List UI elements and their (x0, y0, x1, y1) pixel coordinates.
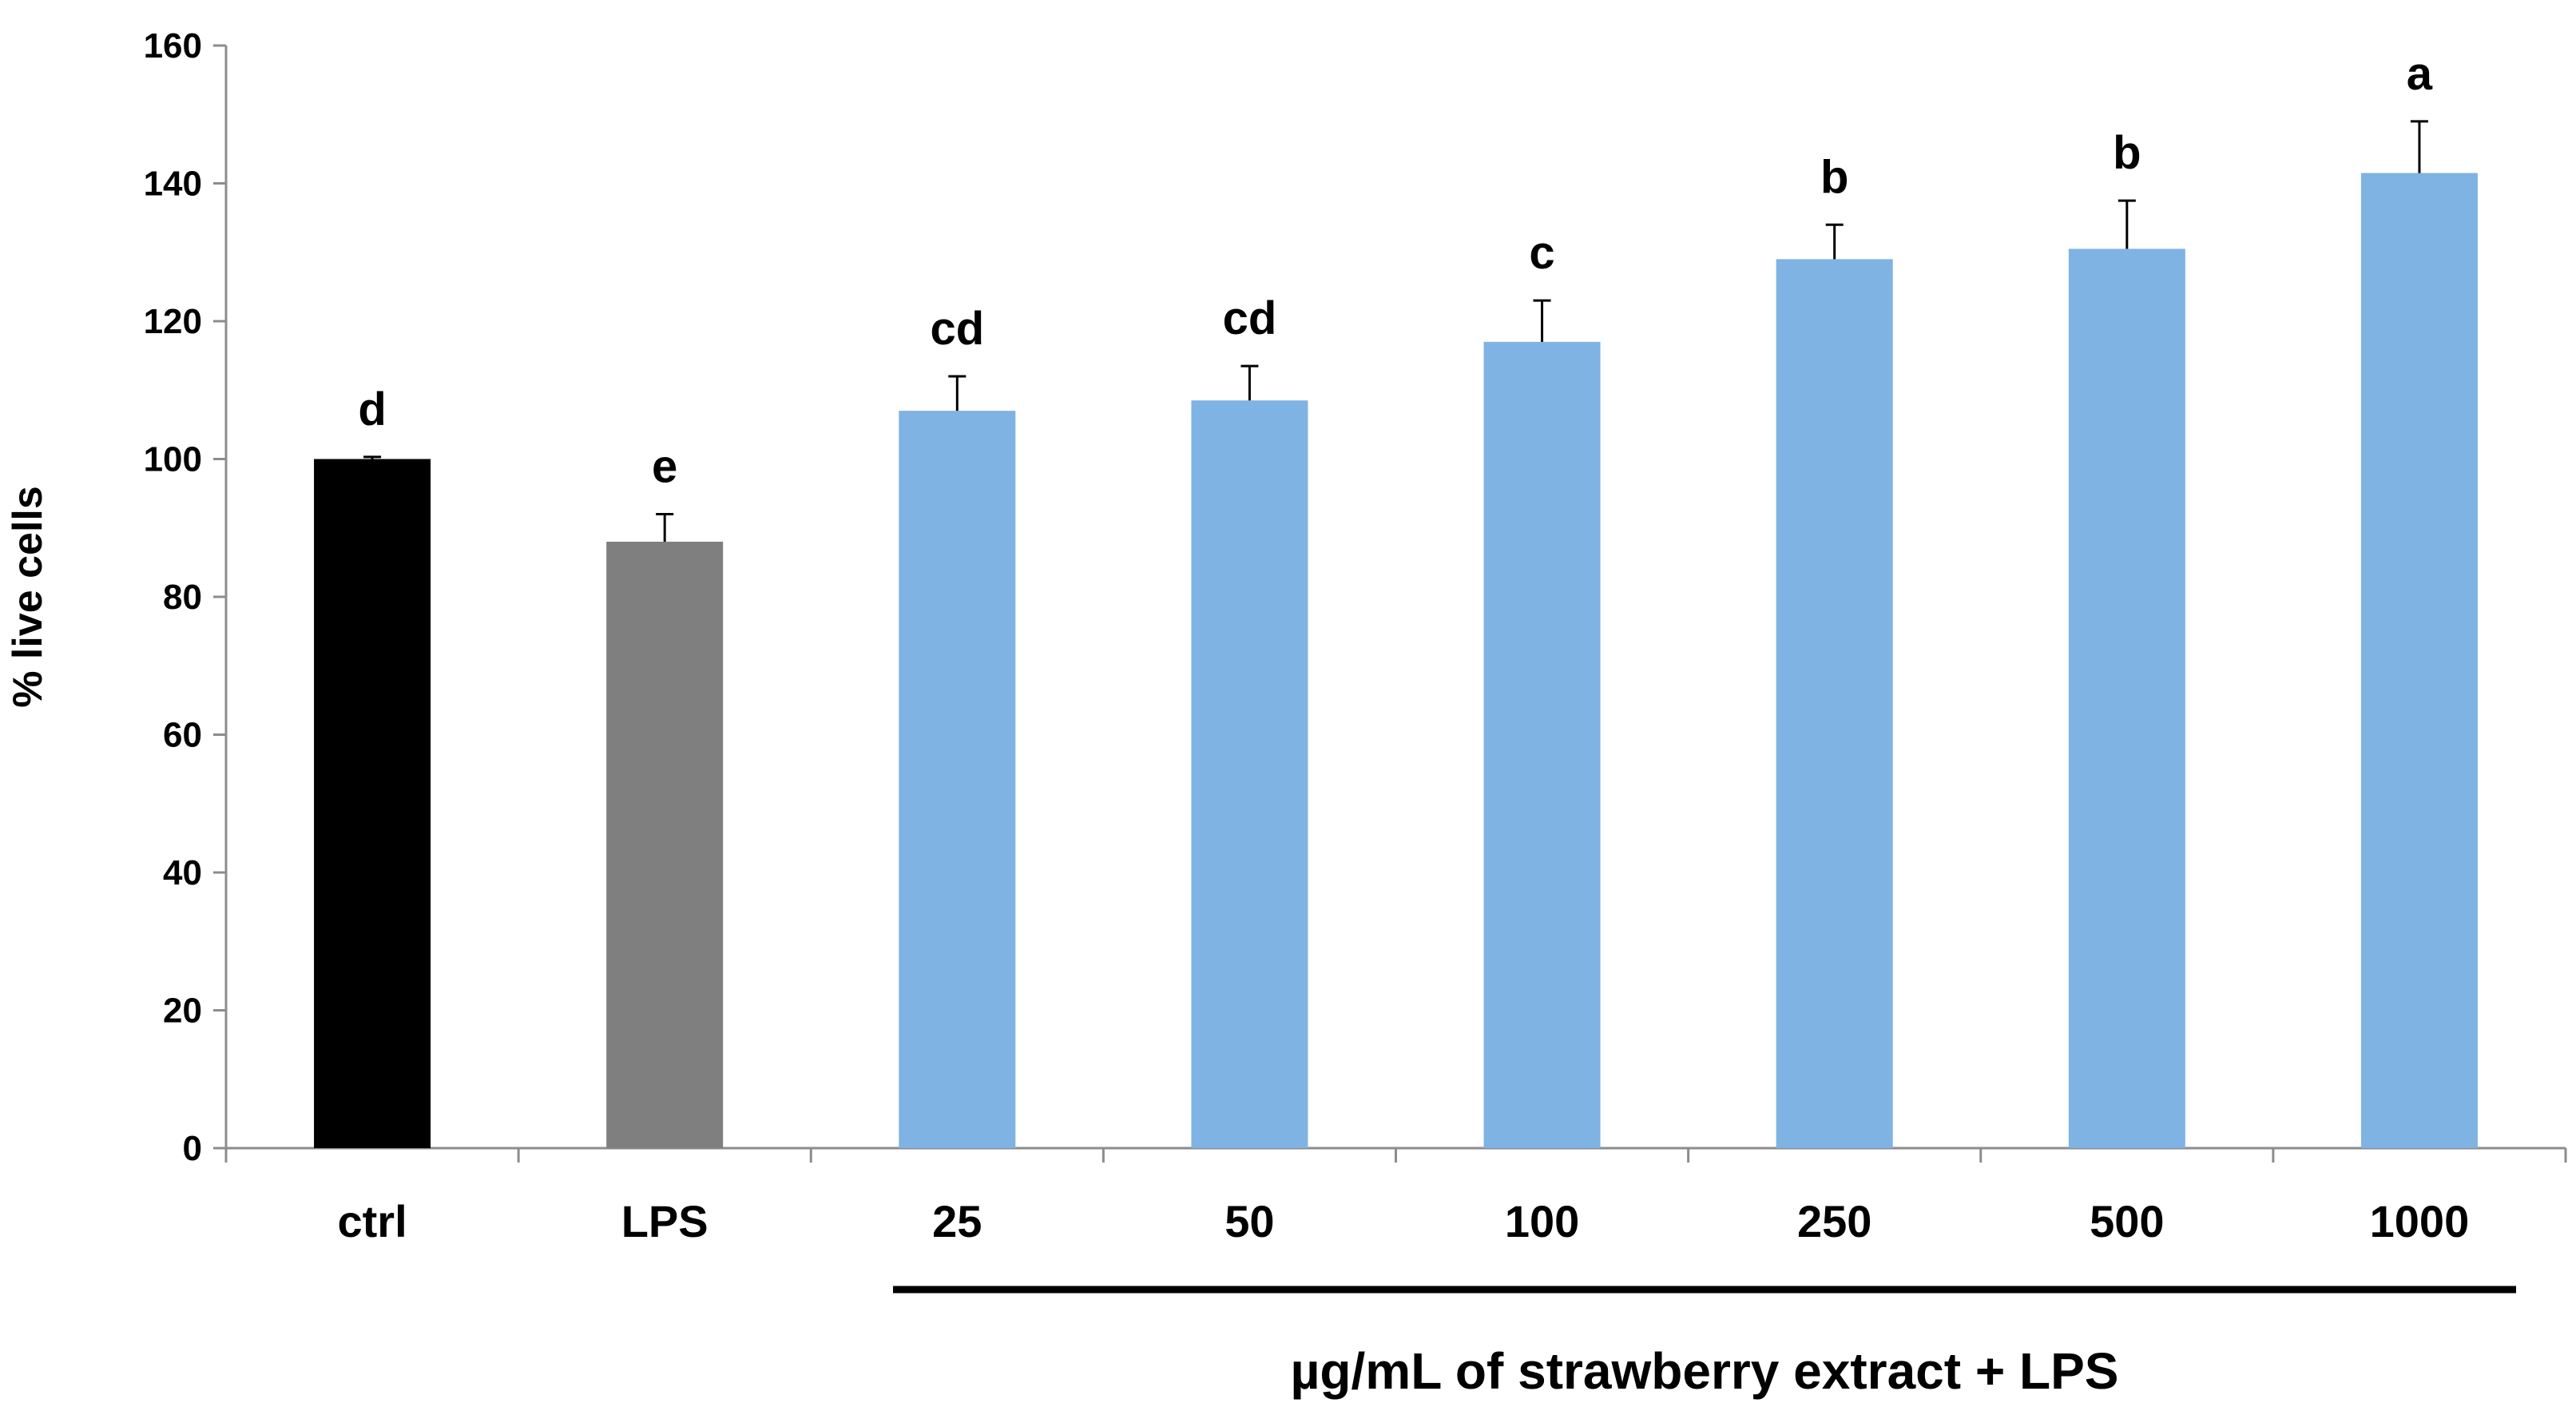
y-tick-label: 0 (183, 1129, 202, 1168)
y-tick-label: 40 (163, 853, 202, 892)
significance-letter: b (1820, 151, 1848, 203)
bar-50 (1191, 400, 1308, 1148)
y-tick-label: 140 (144, 165, 202, 204)
bar-1000 (2360, 173, 2478, 1148)
category-label: 500 (2090, 1196, 2164, 1246)
category-label: 25 (932, 1196, 982, 1246)
y-tick-label: 120 (144, 302, 202, 341)
bar-LPS (606, 542, 724, 1148)
category-label: LPS (621, 1196, 708, 1246)
significance-letter: cd (930, 303, 984, 355)
significance-letter: c (1529, 227, 1554, 279)
category-label: 250 (1797, 1196, 1871, 1246)
significance-letter: b (2113, 127, 2141, 179)
bar-250 (1776, 259, 1893, 1148)
error-bars (363, 120, 2428, 542)
significance-letter: d (358, 384, 386, 435)
bars (314, 173, 2478, 1148)
category-label: 100 (1505, 1196, 1579, 1246)
significance-letter: a (2407, 48, 2433, 100)
bar-100 (1483, 341, 1601, 1148)
category-label: 50 (1224, 1196, 1274, 1246)
y-tick-label: 160 (144, 26, 202, 66)
bar-500 (2068, 248, 2185, 1148)
bar-ctrl (314, 459, 431, 1148)
x-axis: ctrl LPS 25 50 100 250 500 1000 (224, 1147, 2567, 1246)
y-tick-label: 100 (144, 440, 202, 479)
category-label: ctrl (337, 1196, 407, 1246)
y-tick-label: 80 (163, 578, 202, 617)
significance-letter: cd (1223, 292, 1277, 344)
group-label: µg/mL of strawberry extract + LPS (1291, 1342, 2119, 1400)
y-tick-label: 60 (163, 716, 202, 755)
y-tick-label: 20 (163, 992, 202, 1031)
significance-letter: e (652, 441, 677, 493)
significance-letters: d e cd cd c b b a (358, 48, 2432, 493)
bar-25 (899, 411, 1016, 1148)
y-axis: 0 20 40 60 80 100 120 140 160 (144, 26, 228, 1168)
category-label: 1000 (2370, 1196, 2470, 1246)
y-axis-title: % live cells (5, 486, 51, 708)
